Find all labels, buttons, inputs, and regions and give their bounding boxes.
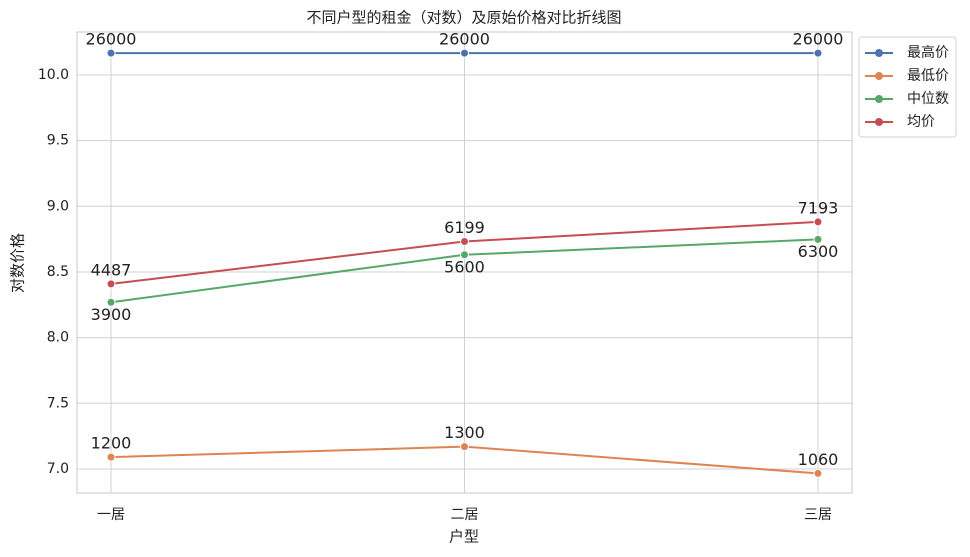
data-label: 1200: [91, 434, 132, 453]
chart-title: 不同户型的租金（对数）及原始价格对比折线图: [306, 9, 621, 27]
legend-label: 均价: [907, 114, 935, 130]
data-label: 26000: [439, 30, 490, 49]
y-axis-label: 对数价格: [9, 233, 27, 293]
plot-frame: [76, 31, 853, 494]
y-tick-label: 9.0: [47, 198, 69, 214]
point: [460, 48, 469, 58]
data-label: 1300: [444, 423, 485, 442]
data-label: 7193: [798, 198, 839, 217]
x-tick-label: 二居: [451, 507, 479, 523]
legend-label: 中位数: [907, 91, 949, 107]
legend-marker: [875, 72, 883, 80]
y-tick-label: 10.0: [38, 67, 69, 83]
x-tick-label: 三居: [804, 507, 832, 523]
data-label: 5600: [444, 257, 485, 276]
point: [813, 48, 823, 58]
y-tick-label: 8.0: [47, 330, 69, 346]
data-label: 4487: [91, 260, 132, 279]
data-label: 26000: [86, 30, 137, 49]
data-label: 1060: [798, 450, 839, 469]
legend-marker: [875, 118, 883, 126]
data-label: 26000: [793, 30, 844, 49]
point: [460, 442, 469, 452]
point: [460, 236, 469, 246]
point: [813, 468, 823, 478]
point: [813, 217, 823, 227]
y-tick-label: 7.5: [47, 395, 69, 411]
x-tick-label: 一居: [97, 507, 125, 523]
legend-marker: [875, 49, 883, 57]
legend-marker: [875, 95, 883, 103]
data-label: 6199: [444, 218, 485, 237]
legend-box: [858, 36, 957, 138]
legend-label: 最高价: [907, 44, 949, 61]
point: [106, 297, 116, 307]
data-label: 3900: [91, 305, 132, 324]
y-tick-label: 7.0: [47, 461, 69, 477]
point: [813, 234, 823, 244]
legend-label: 最低价: [907, 68, 949, 84]
y-tick-label: 8.5: [47, 264, 69, 280]
point: [106, 48, 116, 58]
point: [106, 452, 116, 462]
y-tick-label: 9.5: [47, 133, 69, 149]
data-label: 6300: [798, 242, 839, 261]
point: [106, 279, 116, 289]
x-axis-label: 户型: [449, 528, 479, 546]
point: [460, 250, 469, 260]
